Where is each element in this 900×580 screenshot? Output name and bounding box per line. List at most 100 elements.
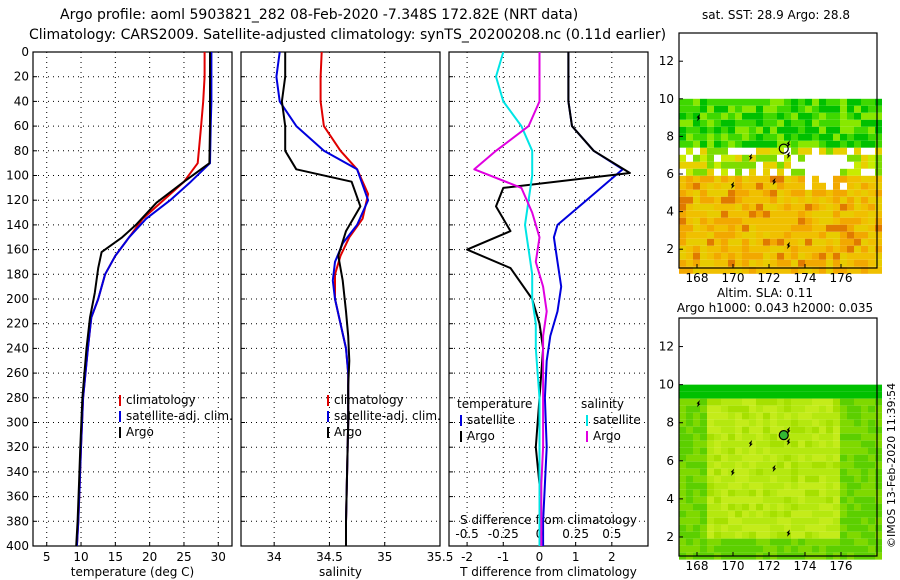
sla_map-cell: [826, 454, 833, 462]
sst_map-cell: [819, 133, 826, 141]
sla_map-cell: [770, 412, 777, 420]
sst_map-cell: [854, 168, 861, 176]
sla_map-cell: [707, 489, 714, 497]
sst_map-cell: [707, 203, 714, 211]
sst_map-cell: [693, 217, 700, 225]
sla_map-cell: [728, 524, 735, 532]
sst_map-cell: [714, 105, 721, 113]
sst_map-cell: [798, 252, 805, 260]
sst_map-cell: [826, 105, 833, 113]
diff-legend-sal-title: salinity: [581, 397, 624, 411]
sst_map-cell: [826, 238, 833, 246]
sst_map-cell: [833, 105, 840, 113]
sla_map-cell: [791, 454, 798, 462]
sst_map-cell: [686, 119, 693, 127]
sla_map-cell: [749, 440, 756, 448]
sla_map-cell: [868, 545, 875, 553]
sla_map-coastline: [748, 440, 753, 448]
sst_map-cell: [721, 210, 728, 218]
sst_map-cell: [707, 168, 714, 176]
sla_map-cell: [798, 447, 805, 455]
sla_map-cell: [714, 510, 721, 518]
sla_map-cell: [868, 405, 875, 413]
sst_map-cell: [875, 105, 882, 113]
sla_map-cell: [679, 489, 686, 497]
sla_map-cell: [707, 398, 714, 406]
sst_map-coastline: [748, 153, 753, 161]
sst_map-cell: [791, 259, 798, 267]
sst_map-cell: [679, 154, 686, 162]
sst_map-cell: [749, 231, 756, 239]
sst_map-cell: [861, 112, 868, 120]
sla_map-cell: [714, 489, 721, 497]
sla_map-cell: [791, 398, 798, 406]
sla_map-cell: [833, 538, 840, 546]
sst_map-cell: [693, 224, 700, 232]
sst_map-cell: [861, 147, 868, 155]
sla_map-cell: [679, 475, 686, 483]
sla_map-cell: [833, 482, 840, 490]
sst_map-cell: [707, 266, 714, 274]
sst_map-cell: [714, 217, 721, 225]
sst_map-cell: [868, 238, 875, 246]
sla_map-cell: [728, 489, 735, 497]
sla_map-cell: [721, 503, 728, 511]
sla_map-cell: [693, 426, 700, 434]
temperature-series-argo: [75, 52, 211, 547]
sst_map-cell: [721, 147, 728, 155]
sst_map-cell: [854, 210, 861, 218]
sla_map-cell: [700, 482, 707, 490]
sla_map-cell: [714, 468, 721, 476]
sst_map-cell: [840, 210, 847, 218]
sst_map-cell: [714, 238, 721, 246]
sla_map-cell: [854, 405, 861, 413]
diff-legend-label: satellite: [467, 413, 515, 427]
sla_map-cell: [847, 517, 854, 525]
sst_map-cell: [700, 98, 707, 106]
sst_map-cell: [805, 182, 812, 190]
sst_map-cell: [784, 168, 791, 176]
sla_map-cell: [826, 384, 833, 392]
sst_map-cell: [840, 259, 847, 267]
sla_map-cell: [826, 475, 833, 483]
salinity-x-tick-label: 34.5: [316, 550, 343, 564]
sst_map-cell: [707, 126, 714, 134]
sst_map-cell: [728, 210, 735, 218]
sst_map-cell: [714, 203, 721, 211]
sst_map-cell: [840, 189, 847, 197]
sst_map-cell: [840, 231, 847, 239]
sst_map-cell: [777, 210, 784, 218]
sla_map-y-tick-label: 2: [666, 530, 674, 544]
sla_map-cell: [728, 475, 735, 483]
sst_map-cell: [791, 140, 798, 148]
sst_map-cell: [763, 140, 770, 148]
sst_map-cell: [812, 231, 819, 239]
sst_map-cell: [770, 238, 777, 246]
sst_map-cell: [840, 224, 847, 232]
sla_map-cell: [812, 447, 819, 455]
sst_map-cell: [819, 161, 826, 169]
sst_map-cell: [847, 252, 854, 260]
sst_map-cell: [742, 168, 749, 176]
sst_map-cell: [784, 105, 791, 113]
sst_map-cell: [826, 98, 833, 106]
sst_map-cell: [868, 189, 875, 197]
sla_map-cell: [791, 503, 798, 511]
sst_map-cell: [826, 210, 833, 218]
sst_map-cell: [700, 203, 707, 211]
sst_map-cell: [861, 189, 868, 197]
sla_map-cell: [714, 433, 721, 441]
sst_map-cell: [763, 224, 770, 232]
sla_map-cell: [819, 440, 826, 448]
sst_map-cell: [791, 105, 798, 113]
sst_map-cell: [861, 168, 868, 176]
sla_map-cell: [791, 489, 798, 497]
sla_map-cell: [819, 419, 826, 427]
sst_map-cell: [693, 112, 700, 120]
sla_map-cell: [721, 433, 728, 441]
sla_map-cell: [679, 510, 686, 518]
sst_map-cell: [770, 252, 777, 260]
sla_map-cell: [798, 454, 805, 462]
sla_map-cell: [686, 538, 693, 546]
sst_map-cell: [791, 175, 798, 183]
